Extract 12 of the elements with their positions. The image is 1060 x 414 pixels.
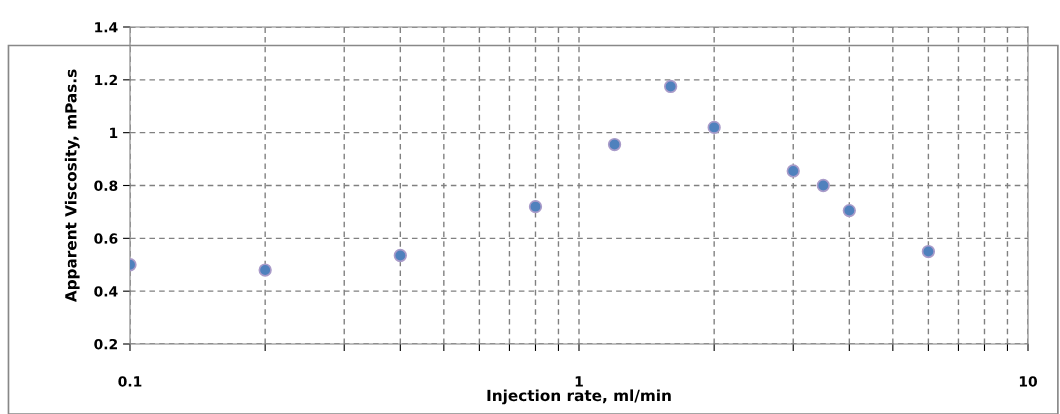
x-tick-label: 1 <box>575 376 583 387</box>
y-tick-label: 0.4 <box>94 286 118 297</box>
y-tick-label: 1.4 <box>95 22 118 33</box>
x-tick-label: 0.1 <box>118 376 142 387</box>
y-tick-label: 0.8 <box>94 180 118 191</box>
x-axis-title: Injection rate, ml/min <box>487 389 671 405</box>
y-tick-label: 1 <box>110 127 118 138</box>
y-tick-label: 0.6 <box>94 233 118 244</box>
y-tick-label: 0.2 <box>94 338 117 350</box>
y-axis-title: Apparent Viscosity, mPas.s <box>64 69 80 303</box>
y-tick-label: 1.2 <box>95 74 117 86</box>
x-tick-label: 10 <box>1019 376 1037 387</box>
